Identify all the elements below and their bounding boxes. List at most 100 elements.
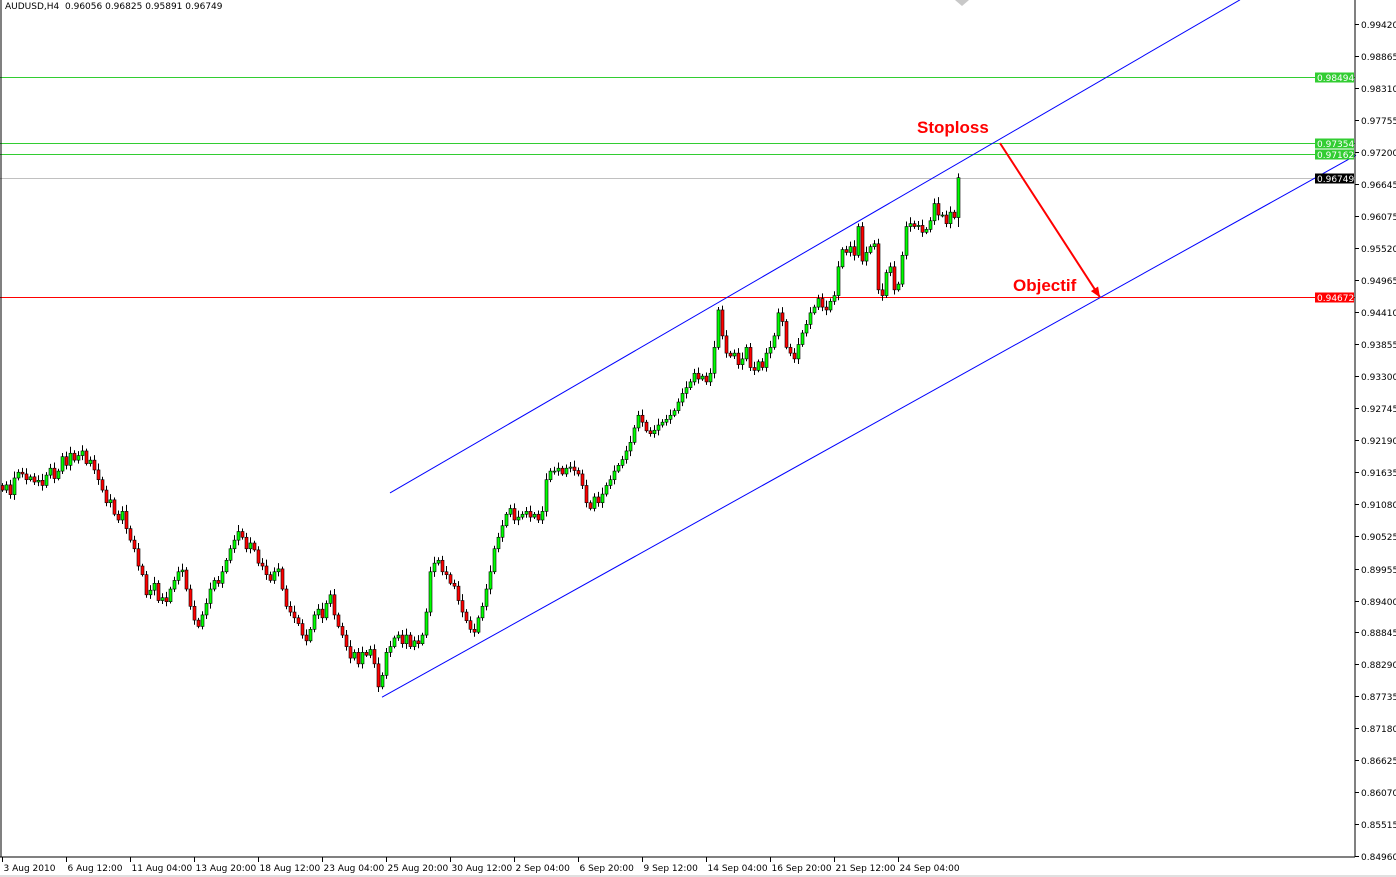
bull-candle (804, 324, 809, 334)
level-label: 0.97354 (1317, 140, 1354, 150)
y-tick-label: 0.85515 (1361, 821, 1396, 831)
bull-candle (924, 229, 929, 233)
bull-candle (956, 177, 961, 218)
horizontal-levels (0, 77, 1355, 298)
bottom-strip (0, 875, 1396, 877)
bull-candle (476, 617, 481, 633)
open-value: 0.96056 (65, 2, 103, 12)
x-tick-label: 6 Aug 12:00 (68, 864, 123, 874)
x-tick-label: 25 Aug 20:00 (388, 864, 449, 874)
bull-candle (492, 548, 497, 573)
bull-candle (932, 203, 937, 222)
bear-candle (100, 479, 105, 491)
bear-candle (156, 582, 161, 601)
bear-candle (32, 476, 37, 483)
bear-candle (300, 623, 305, 636)
bull-candle (940, 214, 945, 217)
bull-candle (660, 421, 665, 426)
bear-candle (344, 634, 349, 647)
bull-candle (352, 652, 357, 659)
bull-candle (708, 372, 713, 383)
bull-candle (248, 542, 253, 550)
bull-candle (636, 414, 641, 429)
bear-candle (332, 594, 337, 616)
bear-candle (112, 499, 117, 515)
bull-candle (796, 344, 801, 360)
objectif-annotation: Objectif (1013, 276, 1077, 295)
bear-candle (304, 634, 309, 642)
bear-candle (440, 559, 445, 573)
bull-candle (208, 588, 213, 604)
bear-candle (724, 335, 729, 354)
bull-candle (684, 387, 689, 394)
bear-candle (528, 511, 533, 518)
shift-marker-icon[interactable] (955, 0, 969, 6)
bull-candle (828, 301, 833, 311)
bull-candle (44, 474, 49, 486)
bear-candle (468, 620, 473, 630)
bear-candle (584, 485, 589, 504)
bear-candle (256, 549, 261, 564)
bear-candle (876, 243, 881, 291)
bull-candle (884, 272, 889, 296)
bull-candle (212, 580, 217, 590)
bull-candle (620, 459, 625, 466)
bear-candle (188, 588, 193, 607)
bull-candle (676, 401, 681, 411)
bull-candle (672, 410, 677, 416)
bear-candle (416, 640, 421, 645)
bear-candle (512, 508, 517, 521)
bull-candle (836, 266, 841, 296)
bull-candle (148, 589, 153, 596)
channel-upper-line (389, 0, 1241, 494)
bull-candle (396, 634, 401, 639)
bull-candle (732, 352, 737, 357)
level-label: 0.97162 (1317, 151, 1354, 161)
bull-candle (800, 332, 805, 345)
bear-candle (640, 414, 645, 423)
bull-candle (28, 476, 33, 481)
bull-candle (816, 298, 821, 308)
bull-candle (540, 511, 545, 521)
bull-candle (928, 220, 933, 230)
bull-candle (392, 637, 397, 647)
channel-lower-line (381, 154, 1357, 698)
bear-candle (580, 473, 585, 486)
bear-candle (348, 646, 353, 659)
y-tick-label: 0.97755 (1361, 117, 1396, 127)
bull-candle (480, 606, 485, 619)
bull-candle (516, 516, 521, 521)
bear-candle (784, 321, 789, 348)
bear-candle (192, 606, 197, 621)
bull-candle (88, 459, 93, 464)
bull-candle (324, 603, 329, 619)
bear-candle (780, 312, 785, 322)
x-tick-label: 16 Sep 20:00 (772, 864, 832, 874)
bear-candle (264, 565, 269, 575)
bull-candle (380, 675, 385, 688)
bear-candle (752, 367, 757, 371)
bull-candle (652, 429, 657, 434)
bull-candle (232, 539, 237, 550)
bear-candle (284, 588, 289, 607)
bull-candle (548, 470, 553, 481)
bear-candle (572, 466, 577, 471)
bull-candle (80, 450, 85, 456)
stoploss-annotation: Stoploss (917, 118, 989, 137)
bear-candle (760, 361, 765, 368)
bull-candle (888, 266, 893, 273)
bear-candle (444, 571, 449, 575)
bull-candle (628, 442, 633, 452)
bear-candle (140, 565, 145, 575)
bull-candle (712, 347, 717, 374)
bull-candle (864, 252, 869, 262)
bear-candle (880, 289, 885, 296)
level-label: 0.94672 (1317, 294, 1354, 304)
y-tick-label: 0.88290 (1361, 661, 1396, 671)
bull-candle (204, 603, 209, 616)
bull-candle (556, 467, 561, 472)
bull-candle (200, 614, 205, 627)
bull-candle (152, 582, 157, 591)
bull-candle (60, 456, 65, 472)
